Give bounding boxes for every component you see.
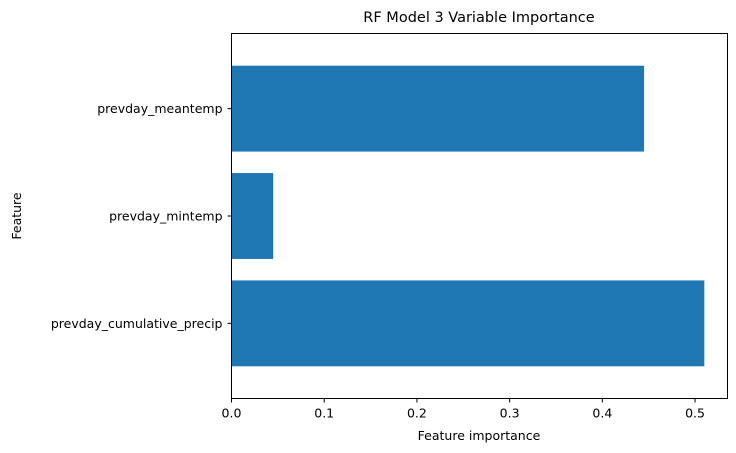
x-tick-label: 0.1 xyxy=(314,406,334,421)
x-tick-label: 0.5 xyxy=(685,406,705,421)
x-axis-label: Feature importance xyxy=(418,428,541,443)
x-tick-label: 0.3 xyxy=(500,406,520,421)
y-ticks-group: prevday_cumulative_precip prevday_mintemp… xyxy=(51,101,232,331)
y-axis-label: Feature xyxy=(9,192,24,240)
x-tick-label: 0.4 xyxy=(592,406,612,421)
chart-title: RF Model 3 Variable Importance xyxy=(363,10,594,26)
x-tick-label: 0.2 xyxy=(407,406,427,421)
y-tick-label: prevday_meantemp xyxy=(97,101,222,116)
bar-prevday-cumulative-precip xyxy=(231,280,705,367)
plot-frame xyxy=(231,33,728,399)
bar-prevday-meantemp xyxy=(231,65,645,152)
bar-prevday-mintemp xyxy=(231,173,274,259)
y-tick-label: prevday_cumulative_precip xyxy=(51,316,223,331)
y-tick-label: prevday_mintemp xyxy=(109,209,222,224)
bars-group xyxy=(231,65,705,367)
x-ticks-group: 0.0 0.1 0.2 0.3 0.4 0.5 xyxy=(222,398,705,421)
x-tick-label: 0.0 xyxy=(222,406,242,421)
